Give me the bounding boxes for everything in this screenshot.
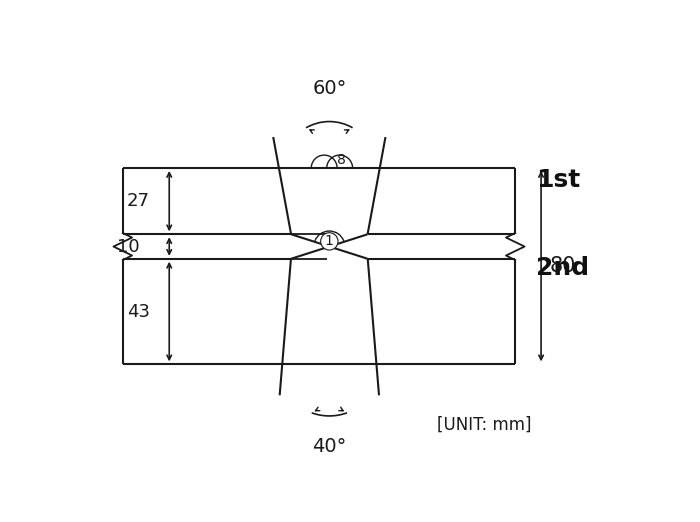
Text: [UNIT: mm]: [UNIT: mm] — [437, 416, 531, 434]
Text: 1st: 1st — [536, 168, 580, 192]
Text: 8: 8 — [337, 153, 346, 167]
Text: 43: 43 — [127, 303, 150, 321]
Text: 80: 80 — [550, 256, 576, 276]
Text: 1: 1 — [325, 234, 334, 248]
Text: 2nd: 2nd — [536, 256, 589, 280]
Text: 40°: 40° — [312, 436, 346, 456]
Text: 10: 10 — [117, 238, 139, 256]
Text: 60°: 60° — [312, 79, 346, 98]
Text: 27: 27 — [127, 192, 150, 210]
